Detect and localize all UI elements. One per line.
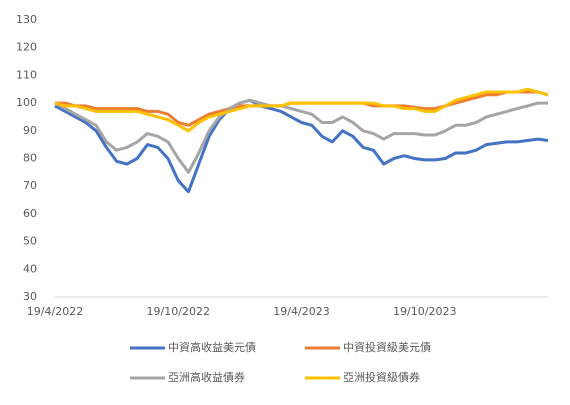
y-tick-label: 70	[23, 179, 37, 192]
x-tick-label: 19/10/2022	[147, 305, 210, 318]
y-tick-label: 60	[23, 207, 37, 220]
y-tick-label: 40	[23, 262, 37, 275]
y-tick-label: 30	[23, 290, 37, 303]
x-tick-label: 19/4/2022	[27, 305, 83, 318]
legend-label: 中資投資級美元債	[343, 340, 431, 354]
y-tick-label: 130	[16, 13, 37, 26]
y-tick-label: 80	[23, 152, 37, 165]
y-tick-label: 120	[16, 41, 37, 54]
y-tick-label: 100	[16, 96, 37, 109]
legend-label: 亞洲高收益債券	[168, 370, 245, 384]
legend-label: 亞洲投資級債券	[343, 370, 420, 384]
x-tick-label: 19/4/2023	[273, 305, 329, 318]
series-line	[54, 98, 548, 174]
series-line	[54, 87, 549, 133]
x-tick-label: 19/10/2023	[393, 305, 456, 318]
y-tick-label: 50	[23, 235, 37, 248]
y-tick-label: 110	[16, 68, 37, 81]
legend-label: 中資高收益美元債	[168, 340, 256, 354]
series-line	[54, 98, 549, 194]
series-line	[55, 90, 549, 127]
y-tick-label: 90	[23, 124, 37, 137]
